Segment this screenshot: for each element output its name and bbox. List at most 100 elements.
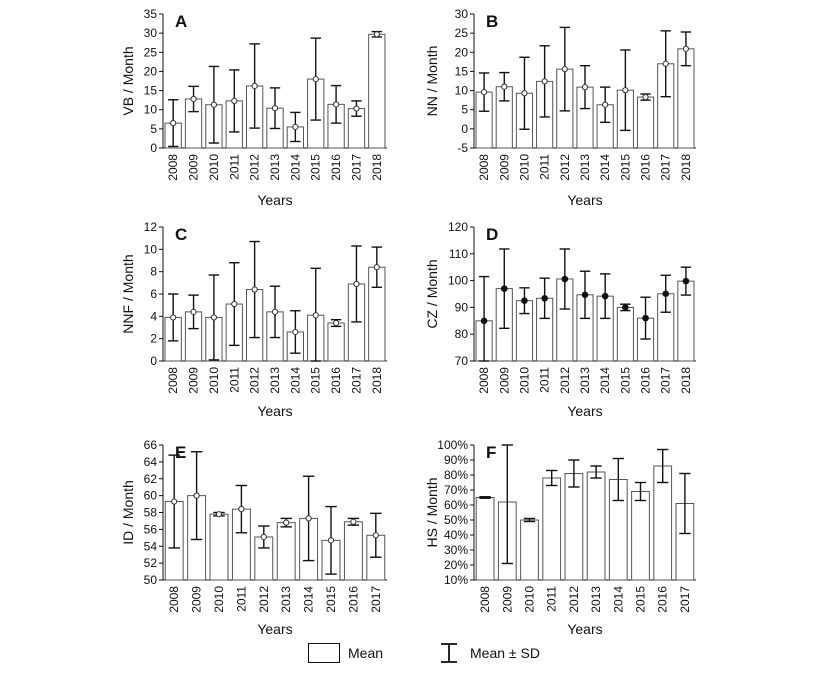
mean-marker-b: [501, 83, 508, 90]
y-axis-title-c: NNF / Month: [120, 254, 136, 333]
bar-f: [475, 497, 495, 581]
mean-marker-c: [251, 286, 258, 293]
mean-marker-d: [561, 275, 569, 283]
x-tick-label-a: 2011: [227, 154, 241, 180]
x-tick-label-a: 2009: [187, 154, 201, 181]
y-tick-label-c: 4: [150, 309, 157, 323]
mean-marker-a: [231, 97, 238, 105]
mean-marker-a: [271, 105, 279, 112]
mean-marker-a: [332, 101, 340, 108]
chart-panel-c: 0 2 4 6 8 10 12 2008 2009 2010 2011 2012 2013 2014 201…: [120, 220, 387, 419]
y-axis-title-d: CZ / Month: [424, 259, 440, 328]
y-tick-label-a: 10: [144, 103, 158, 117]
bar-d: [616, 306, 634, 362]
y-tick-label-e: 54: [144, 539, 158, 553]
mean-marker-a: [210, 101, 218, 108]
x-tick-label-e: 2014: [302, 586, 316, 613]
mean-marker-d: [601, 292, 609, 300]
mean-marker-e: [283, 519, 290, 526]
x-axis-title-f: Years: [567, 621, 602, 637]
mean-marker-b: [541, 78, 548, 85]
y-tick-label-a: 15: [144, 84, 158, 98]
mean-marker-b: [662, 60, 669, 67]
chart-panel-b: -5 0 5 10 15 20 25 30 2008 2009 2010 2011 2012 2013 20…: [424, 7, 696, 208]
x-tick-label-b: 2012: [558, 154, 572, 181]
x-tick-label-f: 2014: [611, 586, 625, 613]
bar-b: [636, 96, 655, 149]
y-tick-label-b: 25: [455, 26, 469, 40]
panel-label-f: F: [486, 443, 496, 462]
bar-e: [209, 513, 229, 581]
x-axis-title-c: Years: [257, 403, 292, 419]
y-tick-label-e: 66: [144, 438, 158, 452]
mean-marker-b: [521, 90, 528, 97]
y-tick-label-a: 0: [150, 141, 157, 155]
y-tick-label-a: 5: [150, 122, 157, 136]
mean-marker-b: [682, 45, 690, 52]
x-tick-label-f: 2009: [500, 586, 514, 613]
y-tick-label-b: 20: [455, 45, 469, 59]
y-tick-label-c: 6: [150, 287, 157, 301]
mean-marker-e: [327, 537, 335, 544]
mean-marker-b: [561, 66, 568, 73]
x-tick-label-b: 2015: [618, 154, 632, 181]
y-tick-label-d: 120: [448, 220, 468, 234]
mean-marker-d: [541, 294, 548, 302]
y-tick-label-d: 70: [455, 354, 469, 368]
x-tick-label-a: 2018: [370, 154, 384, 181]
mean-marker-c: [332, 319, 340, 327]
x-tick-label-c: 2009: [187, 367, 201, 394]
y-tick-label-f: 50%: [444, 513, 468, 527]
x-tick-label-c: 2011: [227, 367, 241, 393]
panel-label-d: D: [486, 225, 498, 244]
x-tick-label-c: 2016: [329, 367, 343, 394]
x-tick-label-b: 2009: [497, 154, 511, 181]
y-tick-label-f: 20%: [444, 558, 468, 572]
bar-e: [343, 521, 363, 581]
y-tick-label-f: 80%: [444, 468, 468, 482]
legend-mean-swatch: [308, 643, 340, 663]
mean-marker-e: [171, 498, 178, 505]
x-tick-label-d: 2011: [538, 367, 552, 393]
mean-marker-a: [251, 82, 258, 90]
x-tick-label-f: 2016: [656, 586, 670, 613]
mean-marker-c: [292, 328, 299, 336]
x-tick-label-e: 2011: [234, 586, 248, 612]
mean-marker-c: [231, 300, 238, 308]
chart-panel-e: 50 52 54 56 58 60 62 64 66 2008 2009 2010 2011 2012 20…: [120, 438, 387, 637]
y-tick-label-b: 5: [461, 103, 468, 117]
mean-marker-b: [480, 89, 488, 96]
panel-label-b: B: [486, 12, 498, 31]
x-tick-label-c: 2013: [268, 367, 282, 394]
x-tick-label-c: 2008: [166, 367, 180, 394]
bar-f: [586, 471, 606, 581]
x-tick-label-f: 2015: [634, 586, 648, 613]
mean-marker-d: [581, 291, 589, 299]
x-tick-label-d: 2016: [639, 367, 653, 394]
x-axis-title-d: Years: [567, 403, 602, 419]
mean-marker-c: [373, 264, 380, 271]
chart-panel-d: 70 80 90 100 110 120 2008 2009 2010 2011 2012 2013 2…: [424, 220, 696, 419]
x-tick-label-d: 2015: [618, 367, 632, 394]
x-tick-label-f: 2008: [478, 586, 492, 613]
mean-marker-c: [190, 308, 197, 315]
x-tick-label-e: 2009: [190, 586, 204, 613]
y-tick-label-f: 100%: [437, 438, 468, 452]
x-tick-label-e: 2016: [346, 586, 360, 613]
x-tick-label-b: 2013: [578, 154, 592, 181]
x-tick-label-c: 2014: [288, 367, 302, 394]
legend-item-mean: Mean: [308, 640, 383, 666]
mean-marker-a: [373, 31, 380, 38]
x-tick-label-b: 2010: [517, 154, 531, 181]
mean-marker-d: [500, 285, 508, 292]
mean-marker-a: [292, 123, 299, 131]
y-tick-label-e: 64: [144, 455, 158, 469]
x-tick-label-b: 2016: [639, 154, 653, 181]
x-tick-label-d: 2009: [497, 367, 511, 394]
x-tick-label-e: 2013: [279, 586, 293, 613]
x-tick-label-b: 2017: [659, 154, 673, 181]
y-tick-label-e: 50: [144, 573, 158, 587]
mean-marker-a: [353, 105, 360, 112]
mean-marker-a: [170, 120, 177, 127]
